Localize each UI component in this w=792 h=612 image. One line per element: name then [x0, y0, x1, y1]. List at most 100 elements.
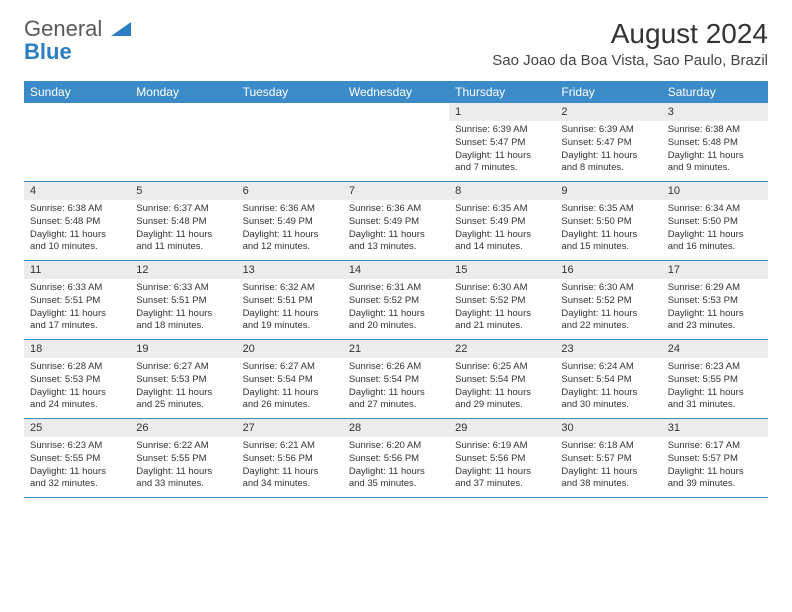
day-body: Sunrise: 6:18 AMSunset: 5:57 PMDaylight:… [555, 437, 661, 495]
sunrise-line: Sunrise: 6:28 AM [30, 361, 124, 374]
sunrise-line: Sunrise: 6:27 AM [243, 361, 337, 374]
day-cell: 16Sunrise: 6:30 AMSunset: 5:52 PMDayligh… [555, 261, 661, 339]
day-body: Sunrise: 6:30 AMSunset: 5:52 PMDaylight:… [449, 279, 555, 337]
daylight-line-2: and 16 minutes. [668, 241, 762, 254]
sunset-line: Sunset: 5:49 PM [243, 216, 337, 229]
day-body: Sunrise: 6:22 AMSunset: 5:55 PMDaylight:… [130, 437, 236, 495]
day-number: 27 [237, 419, 343, 437]
day-number: 4 [24, 182, 130, 200]
daylight-line-1: Daylight: 11 hours [243, 387, 337, 400]
day-number: 15 [449, 261, 555, 279]
sunset-line: Sunset: 5:55 PM [30, 453, 124, 466]
page-header: General Blue August 2024 Sao Joao da Boa… [0, 0, 792, 73]
daylight-line-2: and 14 minutes. [455, 241, 549, 254]
day-cell: 30Sunrise: 6:18 AMSunset: 5:57 PMDayligh… [555, 419, 661, 497]
day-number: 21 [343, 340, 449, 358]
daylight-line-1: Daylight: 11 hours [349, 308, 443, 321]
empty-cell [237, 103, 343, 181]
day-number: 17 [662, 261, 768, 279]
day-body: Sunrise: 6:38 AMSunset: 5:48 PMDaylight:… [662, 121, 768, 179]
sunrise-line: Sunrise: 6:18 AM [561, 440, 655, 453]
weekday-header-cell: Tuesday [237, 81, 343, 103]
daylight-line-2: and 11 minutes. [136, 241, 230, 254]
day-cell: 22Sunrise: 6:25 AMSunset: 5:54 PMDayligh… [449, 340, 555, 418]
day-number: 14 [343, 261, 449, 279]
sunset-line: Sunset: 5:50 PM [668, 216, 762, 229]
daylight-line-2: and 23 minutes. [668, 320, 762, 333]
daylight-line-2: and 32 minutes. [30, 478, 124, 491]
sunset-line: Sunset: 5:48 PM [136, 216, 230, 229]
sunrise-line: Sunrise: 6:24 AM [561, 361, 655, 374]
daylight-line-2: and 39 minutes. [668, 478, 762, 491]
daylight-line-2: and 20 minutes. [349, 320, 443, 333]
daylight-line-2: and 8 minutes. [561, 162, 655, 175]
day-cell: 27Sunrise: 6:21 AMSunset: 5:56 PMDayligh… [237, 419, 343, 497]
sunset-line: Sunset: 5:51 PM [30, 295, 124, 308]
sunset-line: Sunset: 5:47 PM [561, 137, 655, 150]
day-body: Sunrise: 6:33 AMSunset: 5:51 PMDaylight:… [24, 279, 130, 337]
daylight-line-2: and 22 minutes. [561, 320, 655, 333]
sunset-line: Sunset: 5:57 PM [561, 453, 655, 466]
brand-logo: General Blue [24, 18, 131, 64]
day-cell: 5Sunrise: 6:37 AMSunset: 5:48 PMDaylight… [130, 182, 236, 260]
day-cell: 9Sunrise: 6:35 AMSunset: 5:50 PMDaylight… [555, 182, 661, 260]
sunset-line: Sunset: 5:54 PM [349, 374, 443, 387]
sunrise-line: Sunrise: 6:35 AM [561, 203, 655, 216]
day-cell: 25Sunrise: 6:23 AMSunset: 5:55 PMDayligh… [24, 419, 130, 497]
daylight-line-2: and 18 minutes. [136, 320, 230, 333]
day-body: Sunrise: 6:36 AMSunset: 5:49 PMDaylight:… [343, 200, 449, 258]
sunset-line: Sunset: 5:52 PM [561, 295, 655, 308]
weekday-header-cell: Sunday [24, 81, 130, 103]
sunset-line: Sunset: 5:54 PM [243, 374, 337, 387]
day-body: Sunrise: 6:30 AMSunset: 5:52 PMDaylight:… [555, 279, 661, 337]
day-cell: 13Sunrise: 6:32 AMSunset: 5:51 PMDayligh… [237, 261, 343, 339]
day-number: 5 [130, 182, 236, 200]
sunset-line: Sunset: 5:57 PM [668, 453, 762, 466]
day-body: Sunrise: 6:23 AMSunset: 5:55 PMDaylight:… [24, 437, 130, 495]
daylight-line-1: Daylight: 11 hours [136, 466, 230, 479]
day-body: Sunrise: 6:27 AMSunset: 5:53 PMDaylight:… [130, 358, 236, 416]
weekday-header-cell: Friday [555, 81, 661, 103]
day-number: 1 [449, 103, 555, 121]
daylight-line-1: Daylight: 11 hours [136, 387, 230, 400]
sunrise-line: Sunrise: 6:21 AM [243, 440, 337, 453]
sunrise-line: Sunrise: 6:37 AM [136, 203, 230, 216]
sunset-line: Sunset: 5:53 PM [668, 295, 762, 308]
sunset-line: Sunset: 5:48 PM [30, 216, 124, 229]
daylight-line-1: Daylight: 11 hours [561, 150, 655, 163]
brand-part2: Blue [24, 39, 72, 64]
daylight-line-1: Daylight: 11 hours [349, 387, 443, 400]
sunrise-line: Sunrise: 6:34 AM [668, 203, 762, 216]
day-body: Sunrise: 6:20 AMSunset: 5:56 PMDaylight:… [343, 437, 449, 495]
day-number: 19 [130, 340, 236, 358]
day-body: Sunrise: 6:35 AMSunset: 5:50 PMDaylight:… [555, 200, 661, 258]
day-number: 20 [237, 340, 343, 358]
sunrise-line: Sunrise: 6:33 AM [30, 282, 124, 295]
sunset-line: Sunset: 5:49 PM [455, 216, 549, 229]
sunset-line: Sunset: 5:48 PM [668, 137, 762, 150]
day-body: Sunrise: 6:27 AMSunset: 5:54 PMDaylight:… [237, 358, 343, 416]
sunset-line: Sunset: 5:56 PM [243, 453, 337, 466]
daylight-line-1: Daylight: 11 hours [243, 229, 337, 242]
day-body: Sunrise: 6:28 AMSunset: 5:53 PMDaylight:… [24, 358, 130, 416]
weekday-header-cell: Saturday [662, 81, 768, 103]
daylight-line-2: and 38 minutes. [561, 478, 655, 491]
day-number: 16 [555, 261, 661, 279]
sunrise-line: Sunrise: 6:23 AM [30, 440, 124, 453]
daylight-line-2: and 24 minutes. [30, 399, 124, 412]
day-body: Sunrise: 6:39 AMSunset: 5:47 PMDaylight:… [555, 121, 661, 179]
day-number: 10 [662, 182, 768, 200]
sunrise-line: Sunrise: 6:23 AM [668, 361, 762, 374]
sunset-line: Sunset: 5:51 PM [243, 295, 337, 308]
day-body: Sunrise: 6:19 AMSunset: 5:56 PMDaylight:… [449, 437, 555, 495]
day-cell: 7Sunrise: 6:36 AMSunset: 5:49 PMDaylight… [343, 182, 449, 260]
sunrise-line: Sunrise: 6:38 AM [668, 124, 762, 137]
day-body: Sunrise: 6:26 AMSunset: 5:54 PMDaylight:… [343, 358, 449, 416]
brand-part1: General [24, 16, 102, 41]
sunrise-line: Sunrise: 6:29 AM [668, 282, 762, 295]
day-number: 9 [555, 182, 661, 200]
day-body: Sunrise: 6:34 AMSunset: 5:50 PMDaylight:… [662, 200, 768, 258]
sunrise-line: Sunrise: 6:38 AM [30, 203, 124, 216]
day-body: Sunrise: 6:32 AMSunset: 5:51 PMDaylight:… [237, 279, 343, 337]
sunset-line: Sunset: 5:52 PM [455, 295, 549, 308]
